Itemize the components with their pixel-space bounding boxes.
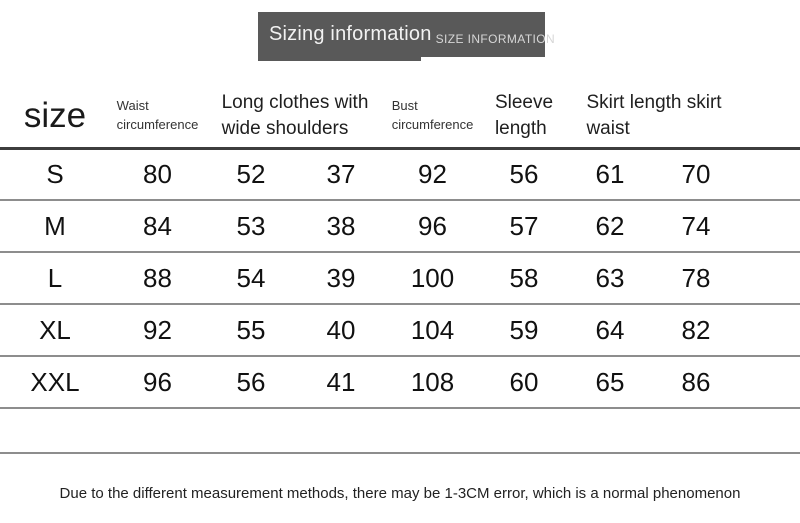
header-sleeve: Sleeve length xyxy=(480,85,568,148)
value-cell: 65 xyxy=(595,366,625,397)
value-cell: 74 xyxy=(681,210,711,241)
size-cell: L xyxy=(47,262,63,293)
size-cell: M xyxy=(44,210,66,241)
banner-subtitle: SIZE INFORMATION xyxy=(435,31,556,46)
value-cell: 82 xyxy=(681,314,711,345)
value-cell: 80 xyxy=(143,158,172,189)
size-cell: S xyxy=(46,158,64,189)
value-cell: 108 xyxy=(410,366,455,397)
table-header-row: size Waist circumference Long clothes wi… xyxy=(0,85,800,148)
banner-title: Sizing information xyxy=(269,23,432,45)
value-cell: 92 xyxy=(143,314,172,345)
table-row: XXL 96 56 41 108 60 65 86 xyxy=(0,356,800,408)
header-long-clothes-label: Long clothes with wide shoulders xyxy=(221,92,369,139)
value-cell: 57 xyxy=(509,210,539,241)
value-cell: 61 xyxy=(595,158,625,189)
value-cell: 70 xyxy=(681,158,711,189)
header-bust: Bust circumference xyxy=(385,85,480,148)
value-cell: 52 xyxy=(236,158,266,189)
footer-divider-line xyxy=(0,452,800,454)
value-cell: 40 xyxy=(326,314,356,345)
value-cell: 59 xyxy=(509,314,539,345)
header-long-clothes: Long clothes with wide shoulders xyxy=(205,85,385,148)
value-cell: 84 xyxy=(143,210,172,241)
value-cell: 38 xyxy=(326,210,356,241)
size-cell: XXL xyxy=(30,366,80,397)
table-row: XL 92 55 40 104 59 64 82 xyxy=(0,304,800,356)
header-size: size xyxy=(0,85,110,148)
measurement-disclaimer: Due to the different measurement methods… xyxy=(59,485,741,502)
banner-step-decoration xyxy=(258,56,421,61)
value-cell: 96 xyxy=(418,210,447,241)
header-filler xyxy=(740,85,800,148)
header-bust-label: Bust circumference xyxy=(391,97,474,132)
value-cell: 104 xyxy=(410,314,455,345)
header-sleeve-label: Sleeve length xyxy=(494,92,554,139)
value-cell: 96 xyxy=(143,366,172,397)
value-cell: 53 xyxy=(236,210,266,241)
value-cell: 100 xyxy=(410,262,455,293)
size-cell: XL xyxy=(39,314,71,345)
value-cell: 64 xyxy=(595,314,625,345)
value-cell: 56 xyxy=(509,158,539,189)
value-cell: 92 xyxy=(418,158,447,189)
value-cell: 41 xyxy=(326,366,356,397)
value-cell: 39 xyxy=(326,262,356,293)
value-cell: 37 xyxy=(326,158,356,189)
sizing-banner: Sizing information SIZE INFORMATION xyxy=(258,12,555,57)
value-cell: 60 xyxy=(509,366,539,397)
header-waist-label: Waist circumference xyxy=(116,97,199,132)
table-row: S 80 52 37 92 56 61 70 xyxy=(0,148,800,200)
value-cell: 88 xyxy=(143,262,172,293)
value-cell: 78 xyxy=(681,262,711,293)
table-row: M 84 53 38 96 57 62 74 xyxy=(0,200,800,252)
header-skirt: Skirt length skirt waist xyxy=(568,85,740,148)
header-waist: Waist circumference xyxy=(110,85,205,148)
sizing-table: size Waist circumference Long clothes wi… xyxy=(0,85,800,409)
value-cell: 55 xyxy=(236,314,266,345)
header-skirt-label: Skirt length skirt waist xyxy=(586,92,722,139)
value-cell: 62 xyxy=(595,210,625,241)
value-cell: 54 xyxy=(236,262,266,293)
value-cell: 86 xyxy=(681,366,711,397)
value-cell: 63 xyxy=(595,262,625,293)
value-cell: 58 xyxy=(509,262,539,293)
header-size-label: size xyxy=(23,95,87,135)
table-row: L 88 54 39 100 58 63 78 xyxy=(0,252,800,304)
value-cell: 56 xyxy=(236,366,266,397)
